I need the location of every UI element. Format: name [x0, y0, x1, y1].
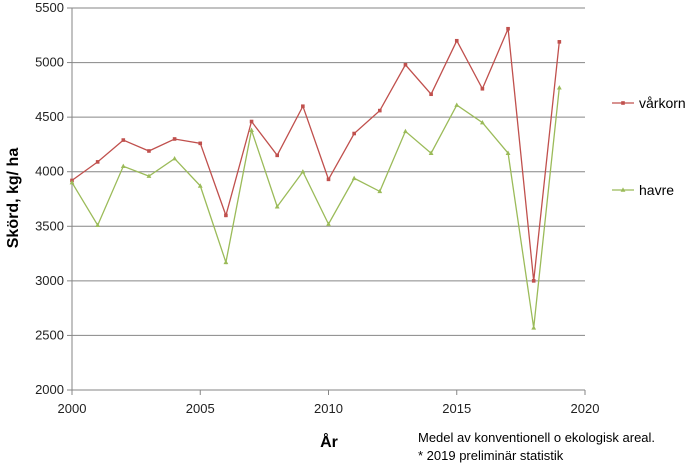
- series-line-vårkorn: [71, 28, 560, 281]
- data-point: [351, 175, 357, 181]
- legend-label: havre: [639, 182, 674, 198]
- y-tick-label: 5000: [35, 55, 64, 70]
- x-tick-label: 2005: [186, 401, 215, 416]
- data-point: [120, 163, 126, 169]
- data-point: [301, 104, 305, 109]
- data-point: [95, 222, 101, 227]
- y-tick-labels: 2000 2500 3000 3500 4000 4500 5000 5500: [35, 0, 72, 397]
- data-point: [377, 188, 383, 194]
- x-axis-title: År: [320, 432, 338, 451]
- data-point: [403, 128, 408, 134]
- data-point: [506, 26, 510, 31]
- x-tick-label: 2015: [442, 401, 471, 416]
- data-point: [454, 102, 460, 107]
- x-tick-label: 2020: [571, 401, 600, 416]
- data-point: [300, 169, 306, 174]
- x-tick-labels: 2000 2005 2010 2015 2020: [58, 390, 600, 416]
- data-point: [249, 119, 254, 124]
- data-point: [454, 38, 459, 43]
- y-tick-label: 3500: [35, 218, 64, 233]
- series-group: [69, 26, 562, 330]
- data-point: [531, 325, 537, 330]
- y-axis-title: Skörd, kg/ ha: [5, 148, 22, 249]
- data-point: [198, 141, 203, 146]
- y-tick-label: 3000: [35, 273, 64, 288]
- axes: [71, 8, 585, 391]
- data-point: [480, 120, 485, 125]
- data-point: [197, 183, 203, 188]
- data-point: [146, 173, 152, 178]
- data-point: [172, 156, 177, 161]
- legend-marker: [621, 101, 625, 105]
- gridlines: [72, 7, 585, 391]
- data-point: [326, 221, 331, 226]
- legend-marker: [620, 187, 626, 192]
- data-point: [428, 150, 434, 155]
- data-point: [556, 85, 562, 90]
- data-point: [274, 204, 280, 209]
- data-point: [249, 127, 254, 133]
- source-note: Medel av konventionell o ekologisk areal…: [418, 430, 656, 445]
- data-point: [480, 86, 485, 91]
- legend: vårkorn havre: [612, 95, 686, 198]
- data-point: [326, 177, 331, 182]
- y-tick-label: 2500: [35, 327, 64, 342]
- data-point: [147, 149, 151, 153]
- data-point: [403, 62, 408, 67]
- data-point: [531, 279, 536, 283]
- data-point: [95, 160, 100, 164]
- data-point: [275, 153, 279, 158]
- x-tick-label: 2010: [314, 401, 343, 416]
- data-point: [223, 259, 229, 265]
- data-point: [69, 180, 75, 185]
- data-point: [429, 92, 433, 97]
- series-line-havre: [71, 87, 560, 328]
- data-point: [378, 108, 382, 113]
- data-point: [557, 40, 562, 44]
- data-point: [121, 138, 126, 142]
- y-tick-label: 4500: [35, 109, 64, 124]
- x-tick-label: 2000: [58, 401, 87, 416]
- y-tick-label: 5500: [35, 0, 64, 15]
- data-point: [352, 131, 356, 136]
- y-tick-label: 4000: [35, 164, 64, 179]
- data-point: [172, 137, 177, 141]
- preliminary-note: * 2019 preliminär statistik: [418, 448, 564, 463]
- y-tick-label: 2000: [35, 382, 64, 397]
- data-point: [505, 150, 511, 155]
- data-point: [224, 213, 228, 218]
- legend-label: vårkorn: [639, 95, 686, 111]
